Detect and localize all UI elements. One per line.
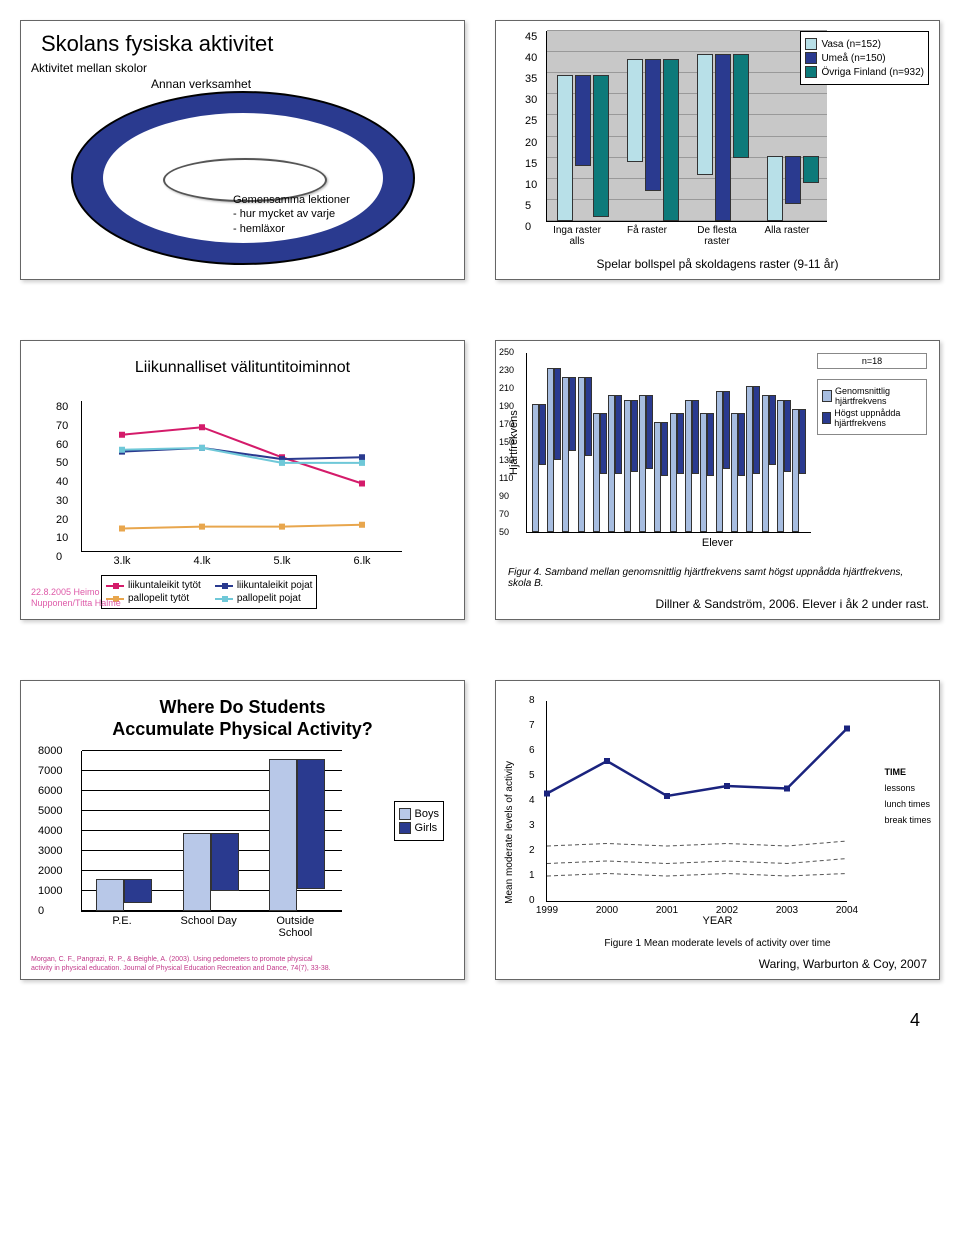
panel1-title: Skolans fysiska aktivitet xyxy=(41,31,454,57)
chart5-area: 010002000300040005000600070008000P.E.Sch… xyxy=(81,751,342,912)
panel-activity-over-time: Mean moderate levels of activity 0123456… xyxy=(495,680,940,980)
panel3-credit: 22.8.2005 Heimo Nupponen/Titta Halme xyxy=(31,587,121,609)
panel-bar-raster: 051015202530354045Inga raster allsFå ras… xyxy=(495,20,940,280)
panel4-n: n=18 xyxy=(817,353,927,369)
panel4-figtext: Figur 4. Samband mellan genomsnittlig hj… xyxy=(508,567,927,589)
chart6-legend: TIMElessonslunch timesbreak times xyxy=(884,761,931,831)
panel6-credit: Waring, Warburton & Coy, 2007 xyxy=(759,957,927,971)
chart5-legend: BoysGirls xyxy=(394,801,444,841)
panel3-title: Liikunnalliset välituntitoiminnot xyxy=(31,359,454,377)
chart2-area: 051015202530354045Inga raster allsFå ras… xyxy=(546,31,827,222)
panel1-labels: Aktivitet mellan skolor Annan verksamhet xyxy=(31,61,251,92)
chart3-area: 010203040506070803.lk4.lk5.lk6.lk xyxy=(81,401,402,552)
panel1-sub1: Aktivitet mellan skolor xyxy=(31,61,251,77)
panel-hjartfrekvens: Hjärtfrekvens 50709011013015017019021023… xyxy=(495,340,940,620)
chart2-legend: Vasa (n=152)Umeå (n=150)Övriga Finland (… xyxy=(800,31,929,85)
ellipse-outer: Gemensamma lektioner - hur mycket av var… xyxy=(71,91,415,265)
chart4-area: 507090110130150170190210230250 xyxy=(526,353,811,533)
panel6-xlabel: YEAR xyxy=(496,915,939,927)
chart2-caption: Spelar bollspel på skoldagens raster (9-… xyxy=(496,257,939,271)
panel4-xlabel: Elever xyxy=(508,537,927,549)
panel-ellipse-diagram: Skolans fysiska aktivitet Aktivitet mell… xyxy=(20,20,465,280)
panel5-title: Where Do Students Accumulate Physical Ac… xyxy=(31,697,454,740)
panel1-centerlabels: Gemensamma lektioner - hur mycket av var… xyxy=(233,193,350,236)
panel6-figcaption: Figure 1 Mean moderate levels of activit… xyxy=(496,938,939,949)
chart6-area: 012345678199920002001200220032004 xyxy=(546,701,847,902)
panel5-credit: Morgan, C. F., Pangrazi, R. P., & Beighl… xyxy=(31,956,331,973)
panel-where-students: Where Do Students Accumulate Physical Ac… xyxy=(20,680,465,980)
chart4-legend: Genomsnittlig hjärtfrekvensHögst uppnådd… xyxy=(817,379,927,435)
panel-line-liikunnalliset: Liikunnalliset välituntitoiminnot 010203… xyxy=(20,340,465,620)
panel1-sub2: Annan verksamhet xyxy=(151,77,251,93)
ellipse-mid: Gemensamma lektioner - hur mycket av var… xyxy=(103,113,383,243)
panel4-caption: Dillner & Sandström, 2006. Elever i åk 2… xyxy=(656,597,929,611)
panel6-ylabel: Mean moderate levels of activity xyxy=(504,761,515,904)
page-number: 4 xyxy=(20,1010,920,1031)
chart3-legend: liikuntaleikit tytötliikuntaleikit pojat… xyxy=(101,575,317,609)
